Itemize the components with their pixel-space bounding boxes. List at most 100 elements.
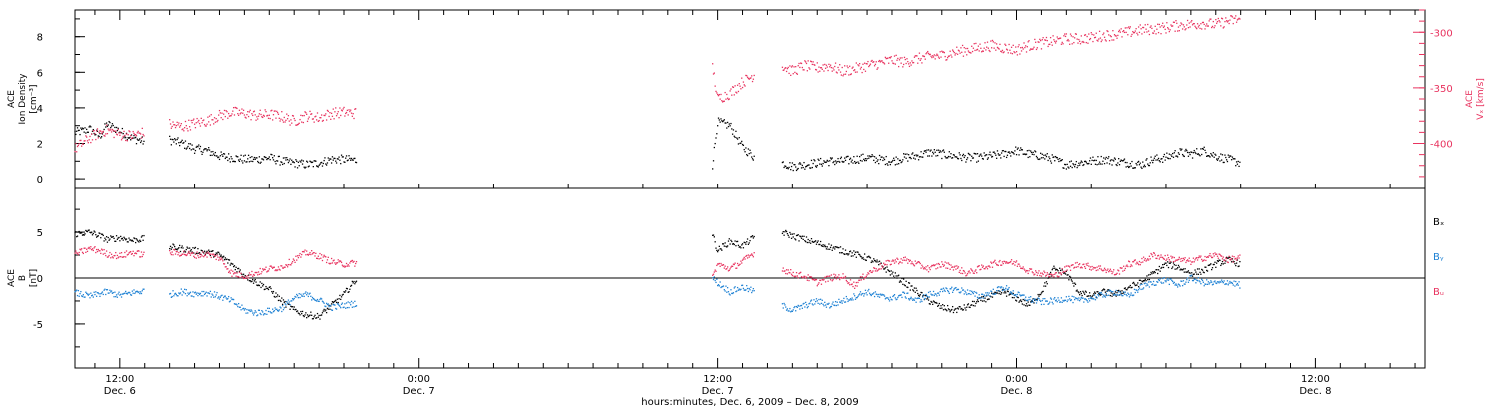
data-point [812, 304, 814, 306]
data-point [908, 156, 911, 159]
data-point [956, 289, 958, 291]
data-point [311, 314, 313, 316]
data-point [823, 245, 825, 248]
data-point [844, 157, 846, 159]
data-point [1043, 270, 1045, 272]
data-point [1083, 292, 1085, 294]
data-point [180, 247, 182, 249]
data-point [852, 66, 854, 68]
data-point [180, 141, 182, 143]
data-point [303, 251, 305, 253]
data-point [712, 277, 714, 279]
data-point [790, 74, 792, 77]
data-point [78, 230, 80, 233]
data-point [828, 243, 830, 245]
data-point [836, 72, 838, 74]
data-point [321, 165, 324, 167]
data-point [911, 60, 913, 62]
data-point [325, 119, 328, 121]
data-point [185, 248, 187, 251]
data-point [141, 136, 143, 138]
data-point [907, 63, 910, 65]
data-point [345, 111, 348, 114]
data-point [996, 286, 999, 289]
data-point [1030, 48, 1033, 50]
data-point [738, 264, 740, 266]
data-point [174, 293, 176, 295]
data-point [1089, 297, 1092, 299]
data-point [1235, 262, 1238, 264]
data-point [251, 270, 253, 273]
data-point [246, 114, 248, 116]
data-point [993, 292, 995, 294]
data-point [1132, 30, 1134, 33]
data-point [917, 159, 920, 161]
data-point [206, 295, 208, 297]
data-point [115, 257, 118, 260]
data-point [1055, 272, 1058, 274]
data-point [1230, 281, 1233, 284]
data-point [280, 307, 282, 309]
data-point [290, 300, 292, 302]
data-point [857, 295, 859, 298]
data-point [1026, 305, 1029, 307]
data-point [1236, 19, 1239, 21]
data-point [715, 247, 717, 249]
data-point [1001, 150, 1004, 152]
data-point [1148, 278, 1151, 281]
data-point [223, 255, 225, 257]
data-point [1025, 153, 1028, 155]
data-point [125, 239, 127, 241]
data-point [1140, 288, 1142, 291]
data-point [918, 52, 921, 54]
data-point [88, 293, 90, 295]
data-point [331, 301, 334, 303]
data-point [1229, 19, 1231, 21]
data-point [116, 238, 119, 240]
data-point [228, 259, 231, 261]
data-point [1123, 31, 1126, 34]
data-point [959, 269, 961, 272]
data-point [947, 262, 950, 264]
data-point [1183, 155, 1185, 158]
data-point [911, 285, 913, 287]
data-point [734, 85, 736, 87]
data-point [1062, 43, 1064, 45]
data-point [316, 300, 318, 302]
data-point [1103, 294, 1105, 296]
data-point [720, 286, 722, 289]
data-point [1142, 287, 1145, 289]
data-point [1129, 284, 1131, 287]
data-point [1041, 299, 1043, 302]
data-point [847, 254, 849, 256]
data-point [818, 298, 820, 301]
data-point [868, 270, 871, 272]
data-point [1044, 39, 1047, 41]
data-point [891, 273, 893, 275]
data-point [909, 62, 911, 64]
data-point [210, 250, 212, 253]
data-point [262, 159, 265, 161]
data-point [195, 146, 197, 148]
data-point [1175, 259, 1177, 261]
data-point [1020, 300, 1023, 303]
data-point [348, 265, 350, 267]
data-point [1038, 270, 1040, 272]
data-point [99, 250, 101, 252]
data-point [106, 256, 109, 258]
data-point [184, 292, 187, 295]
data-point [1157, 281, 1159, 283]
data-point [1130, 292, 1132, 294]
data-point [1152, 32, 1154, 34]
data-point [100, 248, 103, 250]
data-point [1126, 161, 1128, 164]
data-point [353, 157, 355, 160]
data-point [813, 241, 815, 243]
data-point [256, 284, 258, 286]
data-point [1007, 290, 1009, 293]
data-point [1192, 257, 1195, 259]
data-point [793, 306, 795, 309]
data-point [253, 156, 256, 159]
data-point [787, 234, 789, 237]
data-point [1230, 15, 1232, 17]
